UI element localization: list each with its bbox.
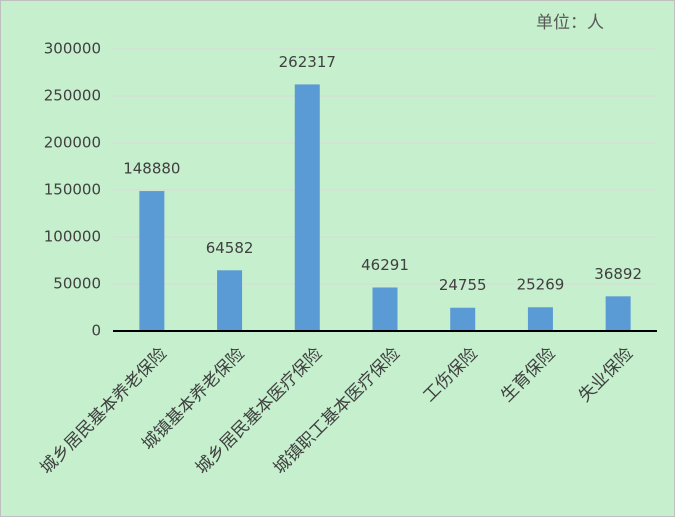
data-label: 25269	[517, 276, 565, 294]
bar	[294, 84, 320, 331]
bar	[450, 307, 476, 331]
bar	[217, 270, 243, 331]
data-label: 36892	[594, 265, 642, 283]
y-tick-label: 150000	[44, 181, 101, 199]
y-tick-label: 300000	[44, 40, 101, 58]
unit-note: 单位：人	[536, 13, 604, 33]
bar	[139, 191, 165, 331]
y-tick-label: 200000	[44, 134, 101, 152]
data-label: 46291	[361, 256, 409, 274]
y-tick-label: 50000	[53, 275, 101, 293]
bar	[605, 296, 631, 331]
bar	[527, 307, 553, 331]
y-tick-label: 0	[91, 322, 101, 340]
data-label: 262317	[279, 53, 336, 71]
data-label: 24755	[439, 276, 487, 294]
data-label: 64582	[206, 239, 254, 257]
bar	[372, 287, 398, 331]
y-tick-label: 100000	[44, 228, 101, 246]
y-tick-label: 250000	[44, 87, 101, 105]
data-label: 148880	[123, 160, 180, 178]
